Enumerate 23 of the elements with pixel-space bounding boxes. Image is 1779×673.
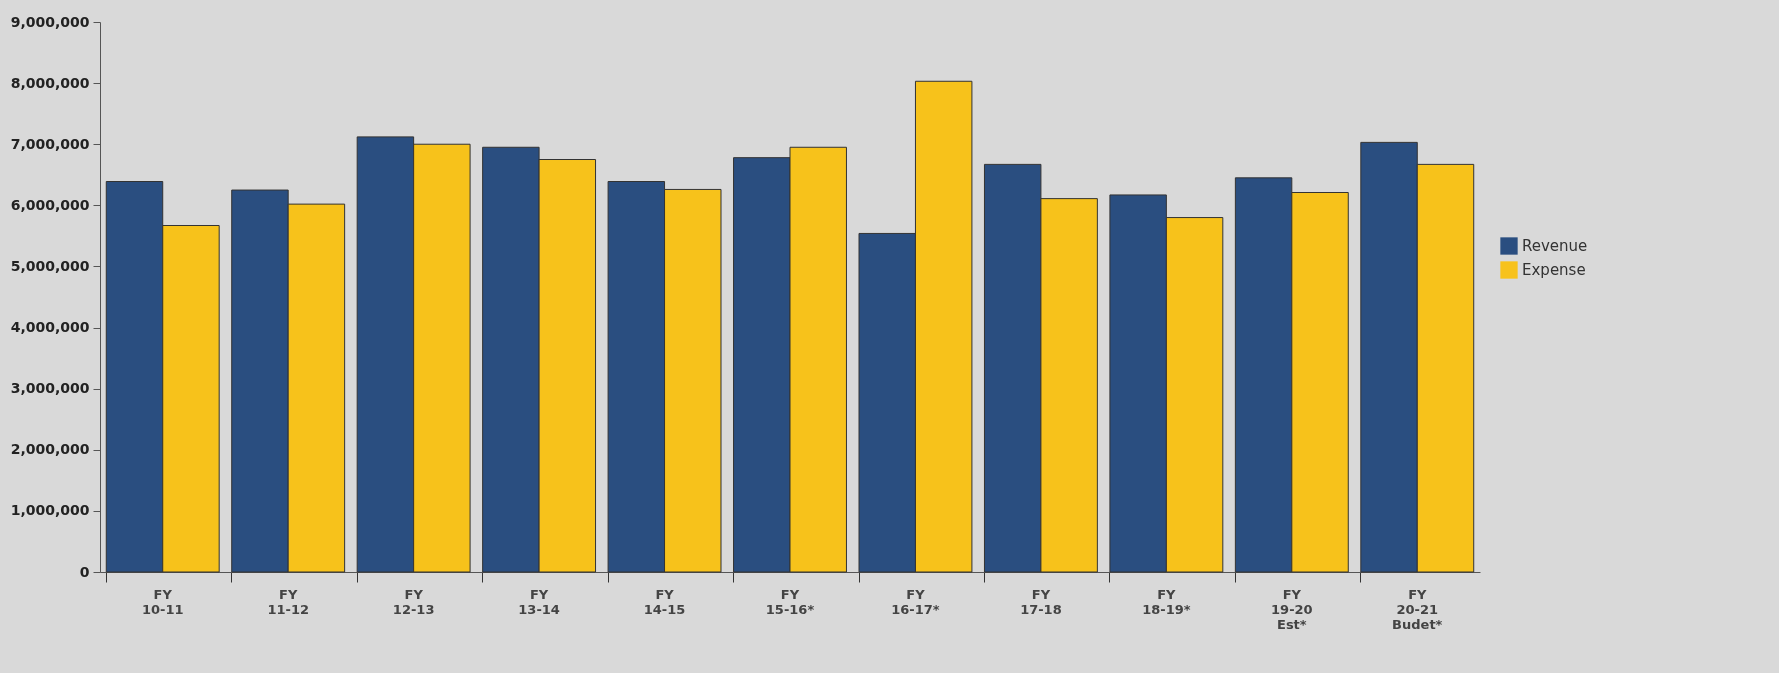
y-tick-label: 0 xyxy=(79,563,90,580)
x-tick-label: FY 12-13 xyxy=(392,586,435,617)
x-tick-label: FY 16-17* xyxy=(891,586,940,617)
y-tick-label: 4,000,000 xyxy=(10,319,90,336)
y-tick-label: 7,000,000 xyxy=(10,135,90,152)
x-tick-label: FY 14-15 xyxy=(643,586,686,617)
x-tick-label: FY 18-19* xyxy=(1142,586,1191,617)
x-tick-label: FY 17-18 xyxy=(1020,586,1062,617)
y-tick-label: 6,000,000 xyxy=(10,196,90,213)
y-tick-label: 9,000,000 xyxy=(10,13,90,30)
y-tick-label: 8,000,000 xyxy=(10,74,90,91)
x-tick-label: FY 13-14 xyxy=(518,586,560,617)
x-tick-label: FY 19-20 Est* xyxy=(1271,586,1313,632)
x-tick-label: FY 20-21 Budet* xyxy=(1392,586,1443,632)
x-tick-label: FY 11-12 xyxy=(267,586,309,617)
legend-label: Expense xyxy=(1522,261,1586,279)
x-tick-label: FY 10-11 xyxy=(141,586,184,617)
legend-label: Revenue xyxy=(1522,237,1588,255)
y-tick-label: 3,000,000 xyxy=(10,380,90,397)
y-tick-label: 5,000,000 xyxy=(10,257,90,274)
y-tick-label: 1,000,000 xyxy=(10,502,90,519)
y-tick-label: 2,000,000 xyxy=(10,441,90,458)
x-tick-label: FY 15-16* xyxy=(765,586,815,617)
